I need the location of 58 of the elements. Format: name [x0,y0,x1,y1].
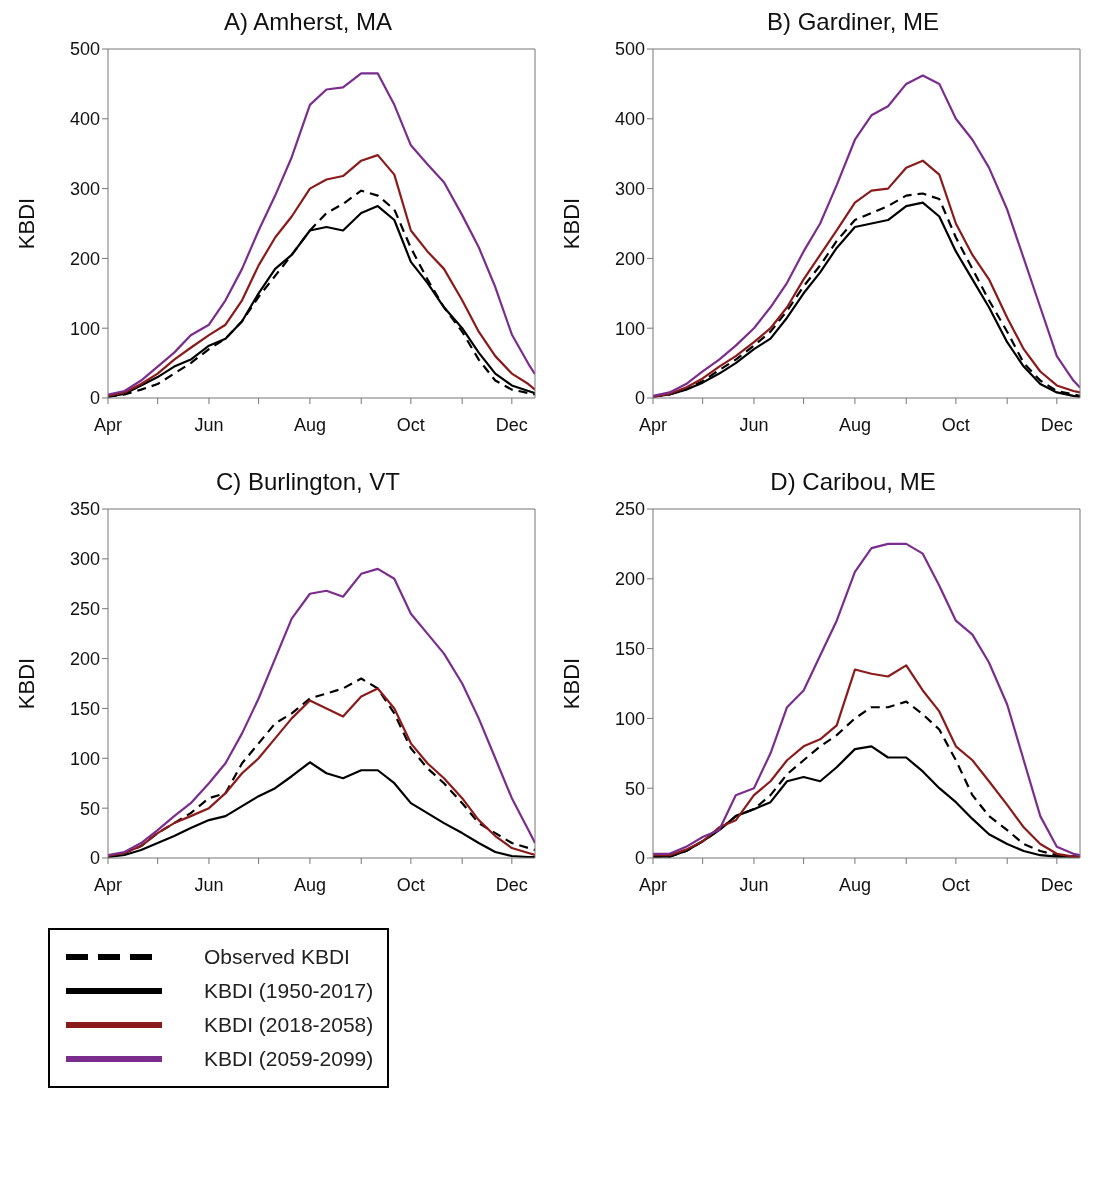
chart-title: D) Caribou, ME [769,468,937,497]
x-tick-label: Apr [93,414,123,435]
y-tick-label: 200 [69,648,100,669]
y-tick-label: 400 [69,109,100,130]
x-tick-label: Apr [638,874,668,895]
y-tick-label: 50 [624,778,645,799]
y-tick-label: 200 [614,248,645,269]
y-tick-label: 150 [614,638,645,659]
legend-label: KBDI (2059-2099) [204,1047,374,1071]
y-tick-label: 100 [614,318,645,339]
x-tick-label: Aug [838,414,871,435]
x-tick-label: Dec [495,874,528,895]
y-tick-label: 350 [69,499,100,520]
x-tick-label: Dec [1040,874,1073,895]
y-tick-label: 250 [69,599,100,620]
x-tick-label: Aug [293,874,326,895]
y-tick-label: 100 [69,748,100,769]
legend-label: Observed KBDI [204,945,350,969]
y-tick-label: 300 [614,178,645,199]
y-tick-label: 100 [614,708,645,729]
y-tick-label: 200 [69,248,100,269]
x-tick-label: Aug [838,874,871,895]
legend-label: KBDI (1950-2017) [204,979,374,1003]
x-tick-label: Jun [739,414,769,435]
x-tick-label: Oct [941,874,970,895]
y-axis-title: KBDI [13,197,39,250]
y-tick-label: 250 [614,499,645,520]
y-tick-label: 500 [69,39,100,60]
x-tick-label: Jun [739,874,769,895]
legend-label: KBDI (2018-2058) [204,1013,374,1037]
y-tick-label: 0 [634,388,645,409]
y-tick-label: 100 [69,318,100,339]
x-tick-label: Oct [396,414,425,435]
x-tick-label: Apr [638,414,668,435]
y-tick-label: 300 [69,178,100,199]
x-tick-label: Dec [495,414,528,435]
y-tick-label: 50 [79,798,100,819]
y-tick-label: 150 [69,698,100,719]
y-tick-label: 400 [614,109,645,130]
y-tick-label: 0 [89,848,100,869]
y-axis-title: KBDI [558,657,584,710]
x-tick-label: Oct [941,414,970,435]
chart-title: C) Burlington, VT [214,468,402,497]
x-tick-label: Jun [194,414,224,435]
y-axis-title: KBDI [558,197,584,250]
y-tick-label: 200 [614,569,645,590]
y-tick-label: 300 [69,549,100,570]
y-tick-label: 0 [634,848,645,869]
x-tick-label: Oct [396,874,425,895]
y-axis-title: KBDI [13,657,39,710]
x-tick-label: Jun [194,874,224,895]
y-tick-label: 500 [614,39,645,60]
chart-title: A) Amherst, MA [222,8,393,37]
x-tick-label: Apr [93,874,123,895]
chart-title: B) Gardiner, ME [765,8,941,37]
x-tick-label: Dec [1040,414,1073,435]
x-tick-label: Aug [293,414,326,435]
y-tick-label: 0 [89,388,100,409]
